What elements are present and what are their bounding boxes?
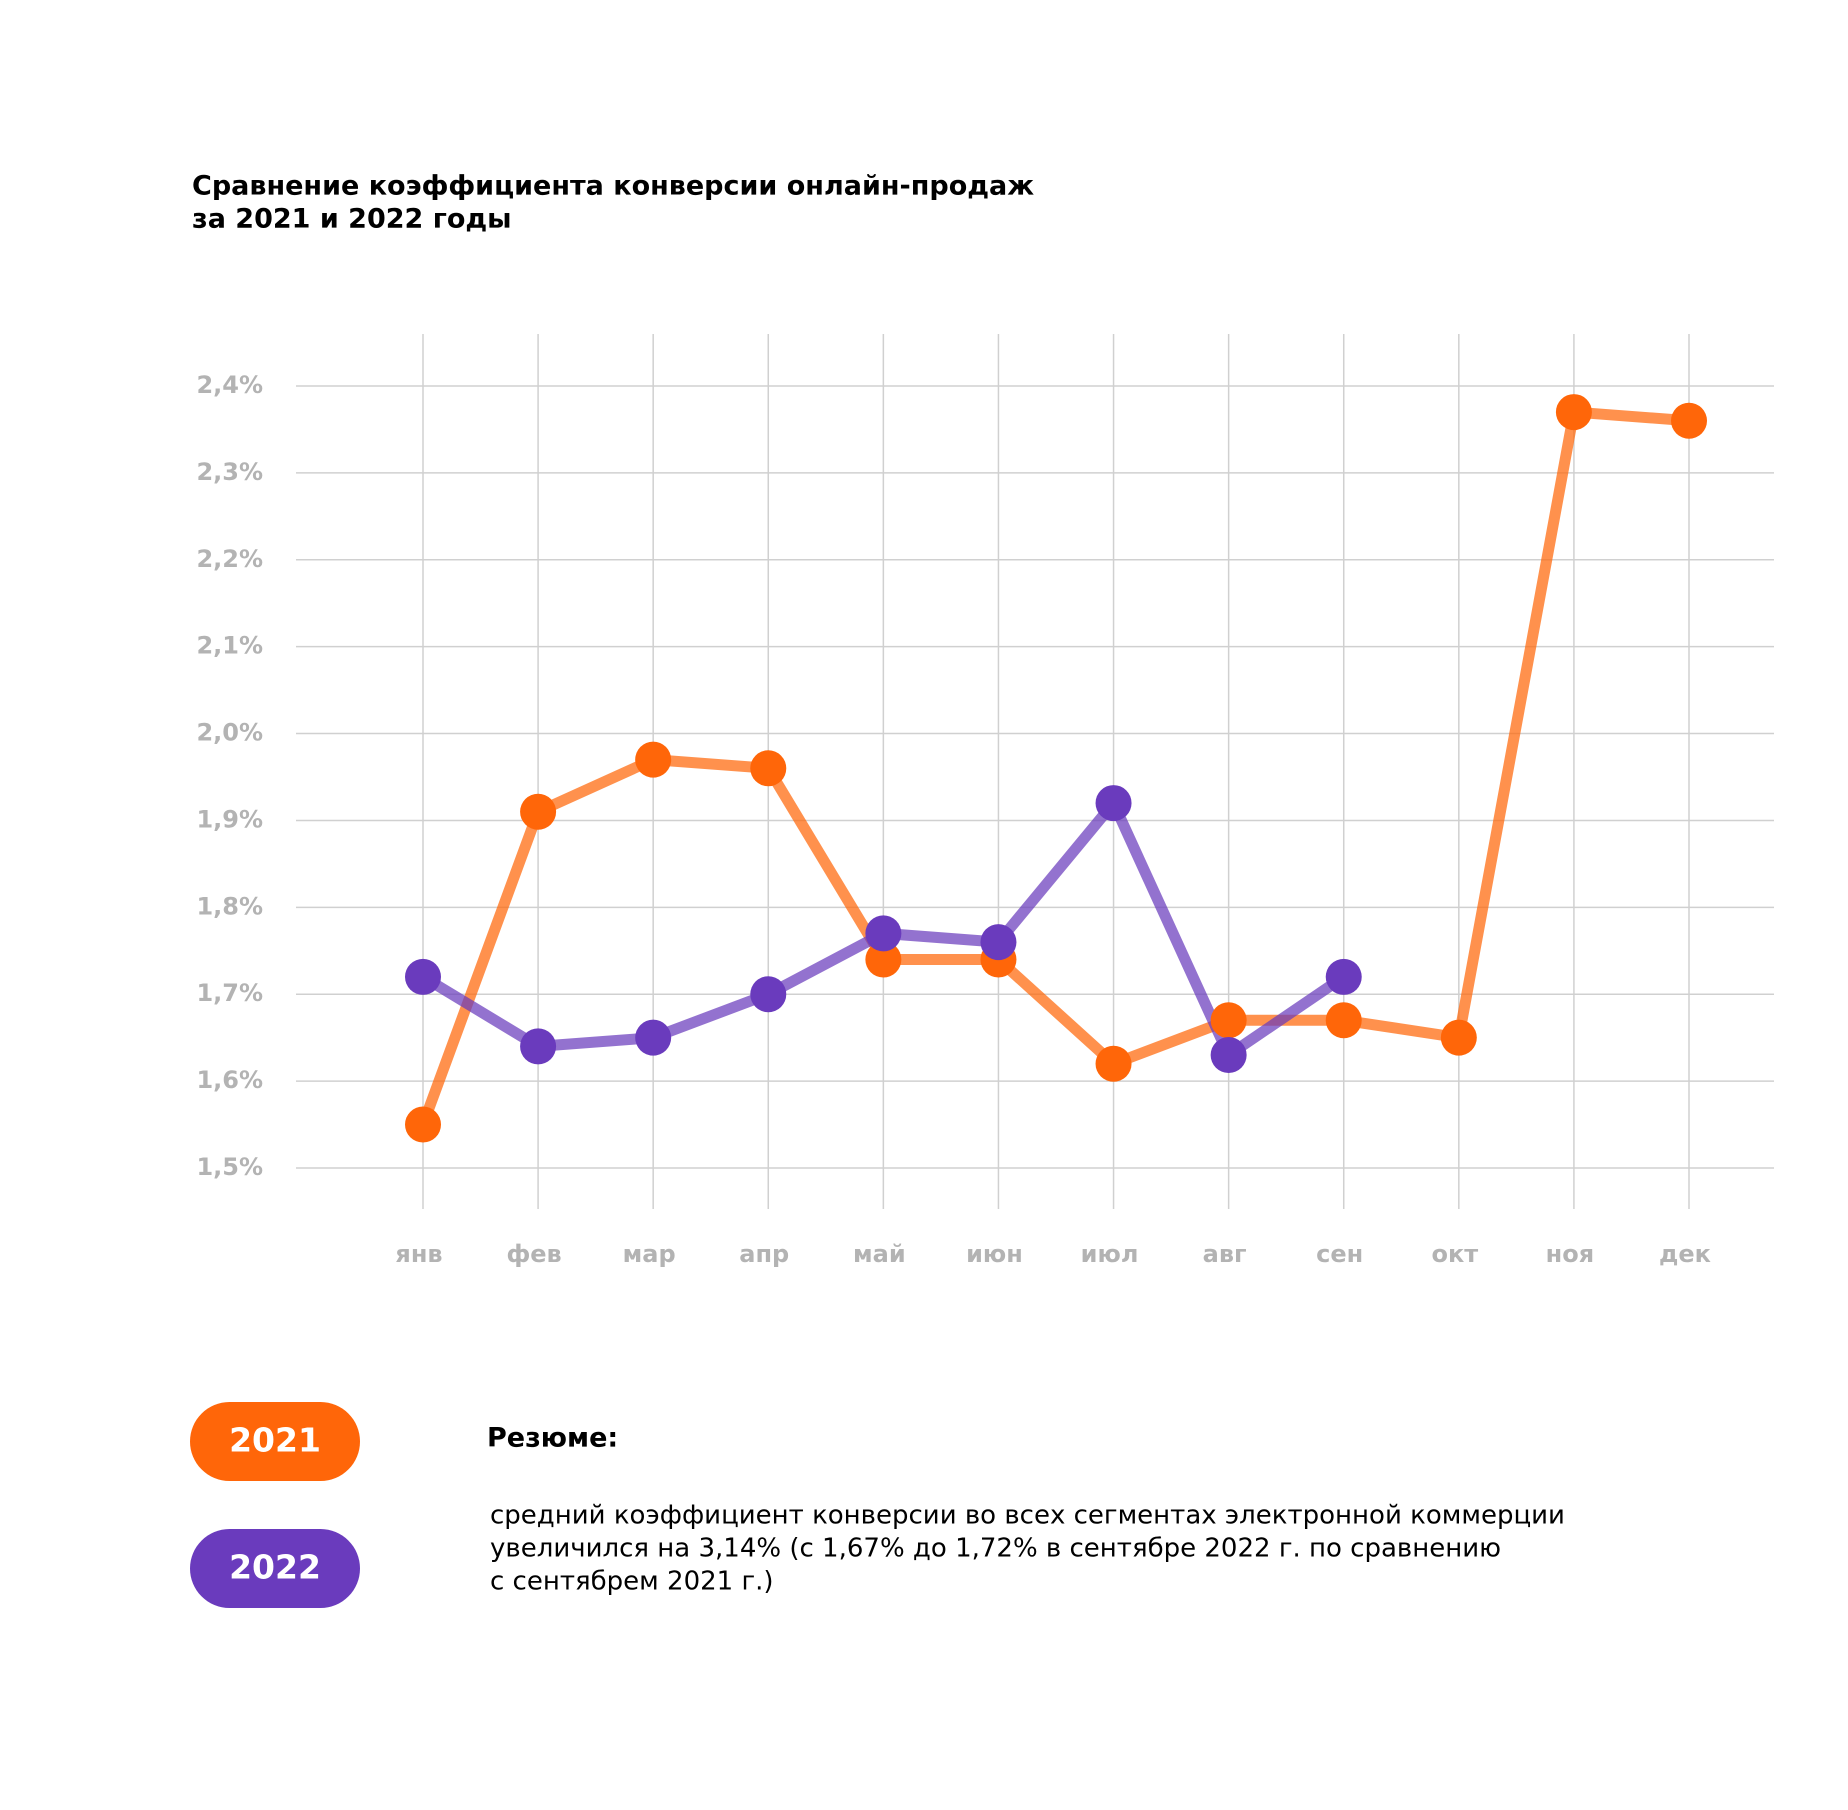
y-tick-label: 2,1% <box>196 632 263 660</box>
data-point <box>405 1106 441 1143</box>
data-point <box>1325 958 1362 995</box>
data-point <box>635 741 672 778</box>
x-tick-label: янв <box>395 1240 442 1268</box>
data-point <box>750 750 787 787</box>
y-tick-label: 2,3% <box>196 458 263 486</box>
y-tick-label: 2,2% <box>196 545 263 573</box>
y-tick-label: 1,9% <box>196 805 263 833</box>
data-point <box>1325 1002 1362 1039</box>
y-tick-label: 1,5% <box>196 1153 263 1181</box>
series-line <box>417 406 1690 1127</box>
x-tick-label: июл <box>1081 1240 1139 1268</box>
legend-label: 2022 <box>229 1548 321 1587</box>
data-point <box>1095 1045 1132 1082</box>
data-point <box>635 1019 672 1056</box>
legend-pill <box>190 1529 360 1608</box>
data-point <box>1210 1002 1247 1039</box>
x-tick-label: сен <box>1316 1240 1363 1268</box>
x-tick-label: мар <box>623 1240 676 1268</box>
data-point <box>1095 785 1132 822</box>
data-point <box>980 924 1017 961</box>
chart-title: за 2021 и 2022 годы <box>192 204 512 235</box>
x-tick-label: авг <box>1203 1240 1247 1268</box>
data-point <box>750 976 787 1013</box>
data-point <box>1555 394 1592 431</box>
data-point <box>520 1028 557 1065</box>
x-tick-label: окт <box>1431 1240 1478 1268</box>
x-tick-label: май <box>853 1240 906 1268</box>
data-point <box>405 958 441 995</box>
data-point <box>1210 1037 1247 1074</box>
data-point <box>1671 402 1707 439</box>
y-tick-label: 2,0% <box>196 719 263 747</box>
legend-label: 2021 <box>229 1421 321 1460</box>
data-point <box>865 915 902 952</box>
summary-text: средний коэффициент конверсии во всех се… <box>490 1501 1565 1531</box>
y-tick-label: 1,7% <box>196 979 263 1007</box>
x-tick-label: июн <box>966 1240 1023 1268</box>
x-tick-label: дек <box>1659 1240 1711 1268</box>
summary-text: увеличился на 3,14% (с 1,67% до 1,72% в … <box>490 1534 1501 1564</box>
y-tick-label: 1,8% <box>196 892 263 920</box>
legend-pill <box>190 1402 360 1481</box>
y-tick-label: 2,4% <box>196 371 263 399</box>
chart-title: Сравнение коэффициента конверсии онлайн-… <box>192 171 1034 202</box>
data-point <box>865 941 902 978</box>
x-tick-label: ноя <box>1546 1240 1594 1268</box>
data-point <box>520 793 557 830</box>
data-point <box>1440 1019 1477 1056</box>
x-tick-label: апр <box>739 1240 789 1268</box>
y-tick-label: 1,6% <box>196 1066 263 1094</box>
summary-text: с сентябрем 2021 г.) <box>490 1567 774 1597</box>
summary-title: Резюме: <box>487 1423 618 1454</box>
x-tick-label: фев <box>506 1240 561 1268</box>
